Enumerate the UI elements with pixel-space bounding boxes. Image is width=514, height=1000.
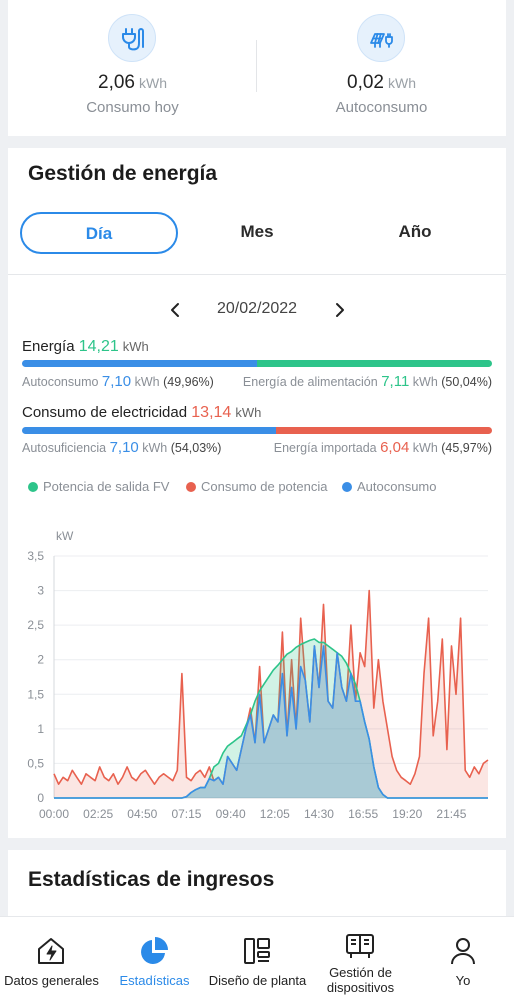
series-pv-output-area (54, 639, 488, 798)
series-power-consumption-area (54, 590, 488, 798)
y-axis-unit: kW (56, 529, 74, 543)
y-tick-label: 3 (37, 584, 44, 598)
next-date-button[interactable] (327, 298, 351, 322)
x-tick-label: 02:25 (83, 807, 113, 821)
home-bolt-icon (38, 938, 64, 964)
imported-segment (276, 427, 492, 434)
nav-statistics[interactable]: Estadísticas (103, 917, 206, 1000)
plug-icon (108, 14, 156, 62)
x-tick-label: 07:15 (171, 807, 201, 821)
tab-day[interactable]: Día (20, 212, 178, 254)
legend-pv-output[interactable]: Potencia de salida FV (28, 479, 169, 494)
consumption-today[interactable]: 2,06 kWh Consumo hoy (8, 0, 257, 136)
x-tick-label: 09:40 (216, 807, 246, 821)
x-tick-label: 14:30 (304, 807, 334, 821)
imported-breakdown: Energía importada 6,04 kWh (45,97%) (273, 439, 492, 456)
x-tick-label: 00:00 (39, 807, 69, 821)
x-tick-label: 12:05 (260, 807, 290, 821)
chevron-left-icon (171, 303, 179, 317)
y-tick-label: 0 (37, 791, 44, 805)
nav-plant-layout[interactable]: Diseño de planta (206, 917, 309, 1000)
x-tick-label: 16:55 (348, 807, 378, 821)
person-icon (451, 938, 475, 965)
feed-in-breakdown: Energía de alimentación 7,11 kWh (50,04%… (242, 373, 492, 390)
energy-split-bar (22, 360, 492, 367)
pie-chart-icon (141, 937, 168, 964)
energy-value: 14,21 (78, 338, 119, 355)
nav-device-management-label: Gestión de dispositivos (326, 965, 395, 995)
self-consumption-segment (22, 360, 257, 367)
prev-date-button[interactable] (164, 298, 188, 322)
consumption-metric-unit: kWh (235, 405, 262, 420)
x-tick-label: 19:20 (392, 807, 422, 821)
y-tick-label: 3,5 (27, 549, 44, 563)
nav-me[interactable]: Yo (412, 917, 514, 1000)
energy-total: Energía 14,21 kWh (22, 338, 149, 356)
power-chart[interactable]: kW 0 0,5 1 1,5 2 2,5 3 3,5 00:00 02:25 04:50 07:15 09… (8, 518, 506, 828)
feed-in-segment (257, 360, 492, 367)
divider (8, 274, 506, 275)
device-icon (346, 934, 374, 958)
series-self-consumption-line (54, 645, 488, 799)
consumption-value: 2,06 kWh (98, 72, 167, 93)
y-tick-label: 0,5 (27, 756, 44, 770)
y-tick-label: 1,5 (27, 687, 44, 701)
tab-month[interactable]: Mes (240, 222, 274, 241)
nav-device-management[interactable]: Gestión de dispositivos (309, 917, 412, 1000)
electricity-consumption: Consumo de electricidad 13,14 kWh (22, 404, 261, 422)
self-consumption-label: Autoconsumo (335, 99, 428, 116)
self-sufficiency-segment (22, 427, 276, 434)
self-consumption-summary[interactable]: 0,02 kWh Autoconsumo (257, 0, 506, 136)
current-date[interactable]: 20/02/2022 (216, 300, 298, 317)
summary-divider (256, 40, 257, 92)
self-consumption-breakdown: Autoconsumo 7,10 kWh (49,96%) (22, 373, 214, 390)
nav-statistics-label: Estadísticas (119, 973, 190, 988)
energy-label: Energía (22, 338, 75, 355)
period-tabs: Día Mes Año (20, 212, 494, 254)
nav-plant-layout-label: Diseño de planta (208, 973, 307, 988)
x-tick-label: 04:50 (127, 807, 157, 821)
consumption-label: Consumo hoy (86, 99, 179, 116)
y-tick-label: 2,5 (27, 618, 44, 632)
legend-power-consumption[interactable]: Consumo de potencia (186, 479, 327, 494)
date-selector: 20/02/2022 (8, 298, 506, 322)
layout-icon (244, 938, 270, 964)
y-tick-label: 2 (37, 653, 44, 667)
consumption-metric-label: Consumo de electricidad (22, 404, 188, 421)
solar-panel-plug-icon (357, 14, 405, 62)
summary-card: 2,06 kWh Consumo hoy 0,02 kWh Autoconsumo (8, 0, 506, 136)
energy-management-card: Gestión de energía Día Mes Año 20/02/202… (8, 148, 506, 838)
x-tick-label: 21:45 (436, 807, 466, 821)
tab-year[interactable]: Año (398, 222, 432, 241)
self-consumption-value: 0,02 kWh (347, 72, 416, 93)
section-title-energy: Gestión de energía (28, 162, 218, 185)
y-tick-label: 1 (37, 722, 44, 736)
nav-overview-label: Datos generales (4, 973, 99, 988)
section-title-income: Estadísticas de ingresos (28, 868, 275, 891)
nav-me-label: Yo (455, 973, 471, 988)
nav-overview[interactable]: Datos generales (0, 917, 103, 1000)
income-stats-card: Estadísticas de ingresos (8, 850, 506, 916)
consumption-split-bar (22, 427, 492, 434)
self-sufficiency-breakdown: Autosuficiencia 7,10 kWh (54,03%) (22, 439, 222, 456)
energy-unit: kWh (122, 339, 149, 354)
legend-self-consumption[interactable]: Autoconsumo (342, 479, 437, 494)
chevron-right-icon (336, 303, 344, 317)
consumption-metric-value: 13,14 (191, 404, 232, 421)
bottom-navigation: Datos generales Estadísticas Diseño de p… (0, 916, 514, 1000)
